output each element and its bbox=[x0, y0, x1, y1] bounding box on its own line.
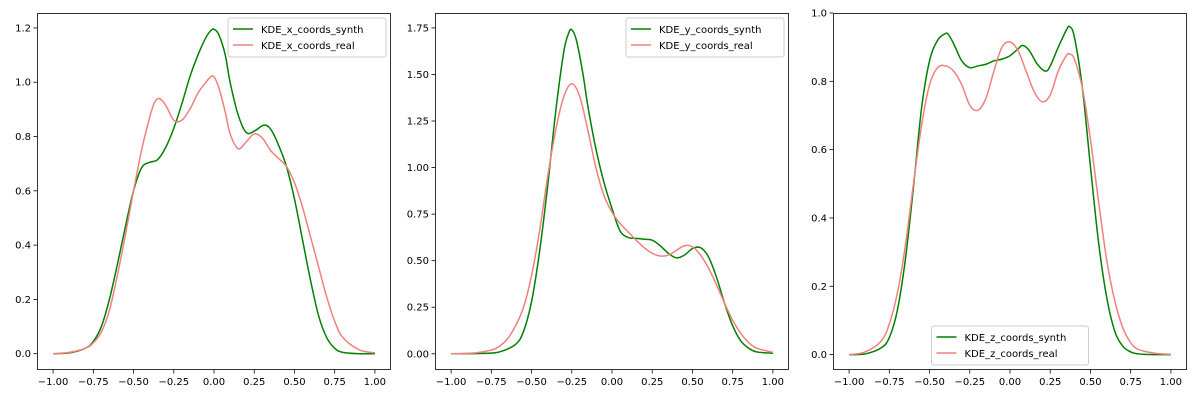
y-tick-label: 0.0 bbox=[15, 349, 31, 360]
x-tick-label: −1.00 bbox=[38, 377, 69, 388]
y-tick-label: 1.25 bbox=[407, 117, 429, 128]
y-tick-label: 1.75 bbox=[407, 23, 429, 34]
y-tick-label: 1.00 bbox=[407, 163, 429, 174]
legend-box bbox=[931, 325, 1089, 366]
x-tick-label: −1.00 bbox=[834, 377, 865, 388]
y-tick-label: 0.6 bbox=[15, 186, 31, 197]
axes-frame bbox=[37, 13, 391, 370]
y-tick-label: 0.50 bbox=[407, 256, 429, 267]
y-tick-label: 0.0 bbox=[811, 350, 827, 361]
y-tick-label: 0.4 bbox=[15, 241, 31, 252]
legend-box bbox=[227, 17, 387, 58]
y-tick-label: 0.8 bbox=[15, 132, 31, 143]
x-tick-label: −0.75 bbox=[874, 377, 905, 388]
series-lines bbox=[451, 28, 774, 355]
x-tick-label: 0.00 bbox=[601, 377, 623, 388]
x-tick-label: −0.25 bbox=[954, 377, 985, 388]
series-lines bbox=[848, 25, 1171, 356]
y-tick-label: 0.25 bbox=[407, 303, 429, 314]
legend-label: KDE_z_coords_synth bbox=[965, 333, 1067, 344]
x-tick-label: 1.00 bbox=[1160, 377, 1182, 388]
y-tick-label: 0.6 bbox=[811, 145, 827, 156]
x-tick-label: 0.50 bbox=[1079, 377, 1101, 388]
x-tick-label: 0.25 bbox=[243, 377, 265, 388]
axes-frame bbox=[833, 13, 1187, 370]
chart-panel-2: −1.00 −0.75 −0.50 −0.25 0.00 0.25 0.50 0.75 1.00… bbox=[407, 13, 789, 388]
y-tick-label: 0.00 bbox=[407, 349, 429, 360]
y-tick-label: 1.0 bbox=[15, 78, 31, 89]
series-line-2 bbox=[451, 83, 774, 355]
legend-label: KDE_y_coords_synth bbox=[659, 25, 761, 36]
series-line-2 bbox=[848, 41, 1171, 356]
x-tick-label: 0.00 bbox=[999, 377, 1021, 388]
chart-panel-1: −1.00 −0.75 −0.50 −0.25 0.00 0.25 0.50 0.75 1.00… bbox=[15, 13, 391, 388]
y-tick-label: 0.2 bbox=[15, 295, 31, 306]
x-tick-label: 1.00 bbox=[762, 377, 784, 388]
legend-box bbox=[625, 17, 785, 58]
y-tick-label: 1.2 bbox=[15, 23, 31, 34]
series-line-1 bbox=[451, 28, 773, 355]
y-tick-label: 0.4 bbox=[811, 213, 827, 224]
legend: KDE_z_coords_synth KDE_z_coords_real bbox=[931, 325, 1089, 366]
chart-panel-3: −1.00 −0.75 −0.50 −0.25 0.00 0.25 0.50 0.75 1.00… bbox=[811, 9, 1187, 388]
series-lines bbox=[53, 28, 376, 355]
x-tick-label: 0.50 bbox=[681, 377, 703, 388]
series-line-2 bbox=[53, 75, 376, 355]
y-tick-label: 0.75 bbox=[407, 210, 429, 221]
x-tick-label: 1.00 bbox=[364, 377, 386, 388]
axes-frame bbox=[435, 13, 789, 370]
x-tick-label: 0.50 bbox=[283, 377, 305, 388]
y-tick-label: 0.2 bbox=[811, 282, 827, 293]
x-tick-label: −0.75 bbox=[78, 377, 109, 388]
x-tick-label: −0.50 bbox=[914, 377, 945, 388]
legend-label: KDE_z_coords_real bbox=[965, 349, 1058, 360]
x-tick-label: 0.75 bbox=[1120, 377, 1142, 388]
legend-label: KDE_x_coords_real bbox=[261, 41, 355, 52]
x-tick-label: −0.50 bbox=[118, 377, 149, 388]
y-tick-label: 1.0 bbox=[811, 9, 827, 20]
x-tick-label: −0.25 bbox=[556, 377, 587, 388]
x-tick-label: 0.75 bbox=[324, 377, 346, 388]
x-tick-label: −0.50 bbox=[516, 377, 547, 388]
legend: KDE_y_coords_synth KDE_y_coords_real bbox=[625, 17, 785, 58]
series-line-1 bbox=[849, 25, 1171, 356]
x-tick-label: −0.75 bbox=[476, 377, 507, 388]
legend-label: KDE_x_coords_synth bbox=[261, 25, 363, 36]
x-tick-label: 0.25 bbox=[641, 377, 663, 388]
x-tick-label: 0.75 bbox=[722, 377, 744, 388]
y-tick-label: 1.50 bbox=[407, 70, 429, 81]
x-tick-label: −0.25 bbox=[158, 377, 189, 388]
x-tick-label: 0.00 bbox=[203, 377, 225, 388]
y-tick-label: 0.8 bbox=[811, 77, 827, 88]
x-tick-label: 0.25 bbox=[1039, 377, 1061, 388]
legend: KDE_x_coords_synth KDE_x_coords_real bbox=[227, 17, 387, 58]
legend-label: KDE_y_coords_real bbox=[659, 41, 753, 52]
series-line-1 bbox=[53, 28, 375, 355]
x-tick-label: −1.00 bbox=[436, 377, 467, 388]
